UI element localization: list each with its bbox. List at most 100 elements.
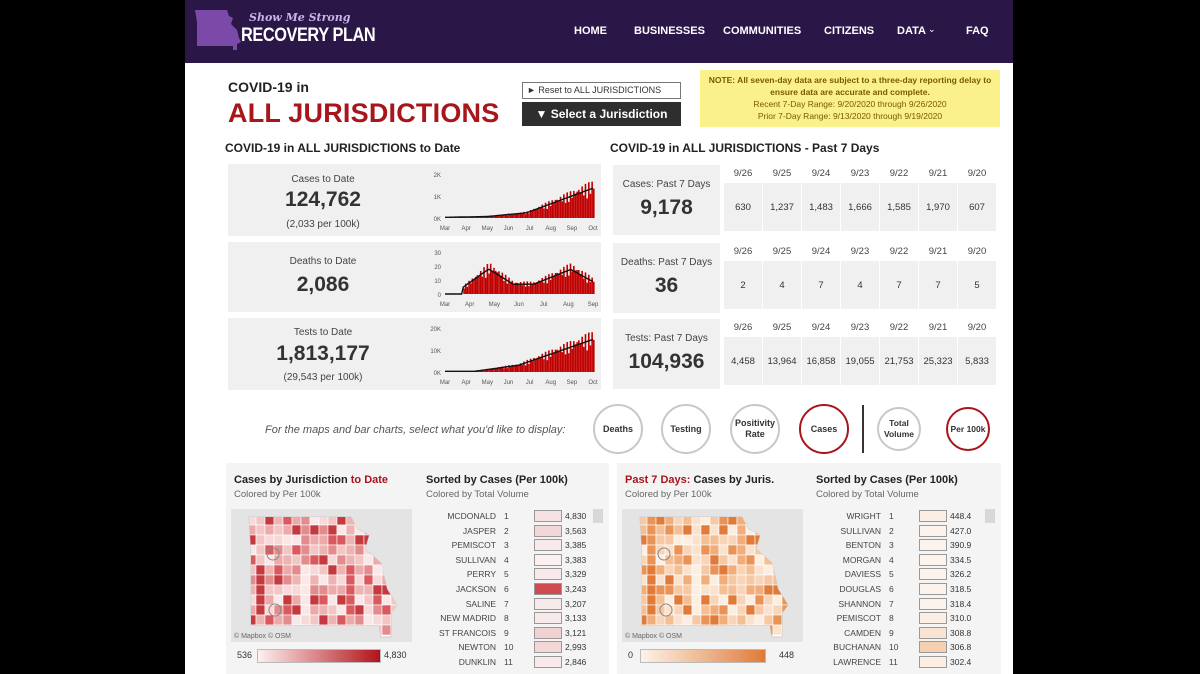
list-row[interactable]: DOUGLAS 6 318.5 bbox=[813, 582, 993, 596]
list-scrollbar[interactable] bbox=[985, 509, 995, 523]
metric-cases-button[interactable]: Cases bbox=[799, 404, 849, 454]
daily-bar bbox=[563, 194, 565, 218]
past7-ranked-list[interactable]: WRIGHT 1 448.4 SULLIVAN 2 427.0 BENTON 3 390.9 MO… bbox=[813, 509, 993, 669]
daily-bar bbox=[506, 283, 509, 294]
list-row[interactable]: MORGAN 4 334.5 bbox=[813, 553, 993, 567]
to-date-ranked-list[interactable]: MCDONALD 1 4,830 JASPER 2 3,563 PEMISCOT 3 3,385… bbox=[428, 509, 608, 669]
county-shape bbox=[772, 517, 783, 526]
list-row[interactable]: DAVIESS 5 326.2 bbox=[813, 567, 993, 581]
volume-swatch bbox=[919, 510, 947, 522]
list-row[interactable]: BUCHANAN 10 306.8 bbox=[813, 640, 993, 654]
county-shape bbox=[363, 534, 374, 546]
daily-bar bbox=[564, 276, 567, 294]
list-row[interactable]: PERRY 5 3,329 bbox=[428, 567, 608, 581]
county-shape bbox=[363, 564, 374, 576]
nav-communities[interactable]: COMMUNITIES bbox=[723, 25, 802, 37]
daily-value[interactable]: 630 bbox=[724, 183, 762, 231]
list-row[interactable]: SULLIVAN 2 427.0 bbox=[813, 524, 993, 538]
past7-county-map[interactable]: © Mapbox © OSM bbox=[622, 509, 803, 642]
x-tick-label: Sep bbox=[567, 226, 578, 232]
chevron-down-icon[interactable]: ⌄ bbox=[928, 24, 936, 34]
rate-value: 427.0 bbox=[950, 525, 972, 536]
list-row[interactable]: NEW MADRID 8 3,133 bbox=[428, 611, 608, 625]
logo[interactable]: Show Me Strong RECOVERY PLAN bbox=[193, 8, 383, 54]
county-shape bbox=[264, 594, 275, 606]
nav-data[interactable]: DATA bbox=[897, 25, 926, 37]
daily-value[interactable]: 1,483 bbox=[802, 183, 840, 231]
daily-value[interactable]: 1,666 bbox=[841, 183, 879, 231]
daily-value[interactable]: 1,237 bbox=[763, 183, 801, 231]
daily-value[interactable]: 4 bbox=[763, 261, 801, 309]
cases-sparkline[interactable]: 2K 1K 0K Mar Apr May Jun Jul Aug Sep Oct bbox=[421, 168, 599, 234]
daily-value[interactable]: 607 bbox=[958, 183, 996, 231]
scale-total-volume-button[interactable]: Total Volume bbox=[877, 407, 921, 451]
county-shape bbox=[727, 614, 738, 626]
daily-value[interactable]: 7 bbox=[802, 261, 840, 309]
daily-bar bbox=[508, 277, 510, 294]
list-row[interactable]: BENTON 3 390.9 bbox=[813, 538, 993, 552]
daily-value[interactable]: 2 bbox=[724, 261, 762, 309]
daily-value[interactable]: 5,833 bbox=[958, 337, 996, 385]
metric-positivity-rate-button[interactable]: Positivity Rate bbox=[730, 404, 780, 454]
daily-value[interactable]: 25,323 bbox=[919, 337, 957, 385]
list-row[interactable]: PEMISCOT 8 310.0 bbox=[813, 611, 993, 625]
county-shape bbox=[655, 534, 666, 546]
daily-bar bbox=[501, 272, 504, 294]
county-shape bbox=[300, 554, 311, 566]
to-date-county-map[interactable]: © Mapbox © OSM bbox=[231, 509, 412, 642]
list-row[interactable]: CAMDEN 9 308.8 bbox=[813, 626, 993, 640]
daily-value[interactable]: 4,458 bbox=[724, 337, 762, 385]
tests-sparkline[interactable]: 20K 10K 0K Mar Apr May Jun Jul Aug Sep Oct bbox=[421, 322, 599, 388]
list-row[interactable]: NEWTON 10 2,993 bbox=[428, 640, 608, 654]
county-shape bbox=[390, 614, 397, 626]
list-row[interactable]: LAWRENCE 11 302.4 bbox=[813, 655, 993, 669]
nav-citizens[interactable]: CITIZENS bbox=[824, 25, 875, 37]
nav-faq[interactable]: FAQ bbox=[966, 25, 989, 37]
list-row[interactable]: WRIGHT 1 448.4 bbox=[813, 509, 993, 523]
daily-value[interactable]: 5 bbox=[958, 261, 996, 309]
list-row[interactable]: SULLIVAN 4 3,383 bbox=[428, 553, 608, 567]
daily-value[interactable]: 4 bbox=[841, 261, 879, 309]
deaths-past7-value: 36 bbox=[654, 274, 679, 297]
daily-value[interactable]: 1,970 bbox=[919, 183, 957, 231]
county-shape bbox=[718, 564, 729, 576]
daily-value[interactable]: 13,964 bbox=[763, 337, 801, 385]
daily-value[interactable]: 19,055 bbox=[841, 337, 879, 385]
reporting-delay-note: NOTE: All seven-day data are subject to … bbox=[700, 70, 1000, 127]
select-jurisdiction-dropdown[interactable]: ▼ Select a Jurisdiction bbox=[522, 102, 681, 126]
list-row[interactable]: PEMISCOT 3 3,385 bbox=[428, 538, 608, 552]
past7-map-canvas[interactable] bbox=[622, 509, 803, 642]
deaths-sparkline[interactable]: 30 20 10 0 Mar Apr May Jun Jul Aug Sep bbox=[421, 246, 599, 310]
county-shape bbox=[381, 544, 392, 556]
daily-value[interactable]: 1,585 bbox=[880, 183, 918, 231]
daily-value[interactable]: 7 bbox=[880, 261, 918, 309]
list-row[interactable]: ST FRANCOIS 9 3,121 bbox=[428, 626, 608, 640]
list-scrollbar[interactable] bbox=[593, 509, 603, 523]
list-row[interactable]: JACKSON 6 3,243 bbox=[428, 582, 608, 596]
county-shape bbox=[745, 554, 756, 566]
list-row[interactable]: MCDONALD 1 4,830 bbox=[428, 509, 608, 523]
x-tick-label: Jun bbox=[504, 226, 514, 232]
county-shape bbox=[691, 624, 702, 636]
daily-bar bbox=[566, 264, 568, 294]
to-date-map-canvas[interactable] bbox=[231, 509, 412, 642]
metric-deaths-button[interactable]: Deaths bbox=[593, 404, 643, 454]
daily-bar bbox=[519, 282, 522, 294]
list-row[interactable]: DUNKLIN 11 2,846 bbox=[428, 655, 608, 669]
daily-bar bbox=[568, 201, 570, 218]
scale-per-100k-button[interactable]: Per 100k bbox=[946, 407, 990, 451]
daily-value[interactable]: 7 bbox=[919, 261, 957, 309]
daily-value[interactable]: 16,858 bbox=[802, 337, 840, 385]
county-shape bbox=[781, 574, 788, 586]
nav-home[interactable]: HOME bbox=[574, 25, 607, 37]
nav-businesses[interactable]: BUSINESSES bbox=[634, 25, 705, 37]
list-row[interactable]: SALINE 7 3,207 bbox=[428, 597, 608, 611]
county-shape bbox=[718, 544, 729, 556]
metric-testing-button[interactable]: Testing bbox=[661, 404, 711, 454]
list-row[interactable]: JASPER 2 3,563 bbox=[428, 524, 608, 538]
reset-jurisdictions-button[interactable]: ► Reset to ALL JURISDICTIONS bbox=[522, 82, 681, 99]
daily-date: 9/21 bbox=[928, 246, 948, 257]
daily-value[interactable]: 21,753 bbox=[880, 337, 918, 385]
county-shape bbox=[709, 624, 720, 636]
list-row[interactable]: SHANNON 7 318.4 bbox=[813, 597, 993, 611]
